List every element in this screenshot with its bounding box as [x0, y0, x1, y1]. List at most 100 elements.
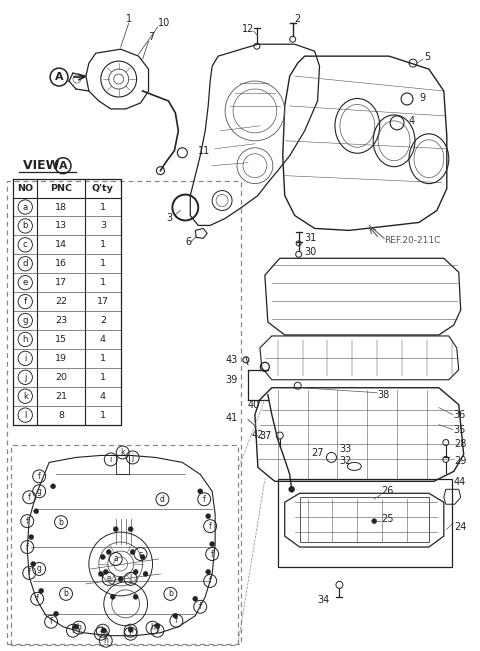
Text: f: f [50, 617, 52, 626]
Circle shape [133, 594, 138, 600]
Bar [300, 497, 429, 542]
Text: h: h [103, 636, 108, 645]
Text: 5: 5 [424, 52, 430, 62]
Text: 33: 33 [339, 445, 352, 454]
Text: 3: 3 [100, 221, 106, 230]
Text: f: f [129, 629, 132, 638]
Text: A: A [55, 72, 63, 82]
Text: 6: 6 [185, 238, 192, 247]
Text: 41: 41 [226, 413, 238, 422]
Circle shape [206, 514, 211, 519]
Text: 13: 13 [55, 221, 67, 230]
Text: 17: 17 [97, 297, 109, 306]
Circle shape [372, 519, 377, 523]
Text: f: f [199, 602, 202, 611]
Text: 43: 43 [226, 355, 238, 365]
Text: d: d [160, 495, 165, 504]
Text: 16: 16 [55, 259, 67, 268]
Circle shape [118, 576, 123, 581]
Text: 34: 34 [317, 595, 329, 605]
Circle shape [133, 570, 138, 574]
Text: 38: 38 [377, 390, 389, 400]
Text: 1: 1 [100, 259, 106, 268]
Text: c: c [139, 549, 143, 559]
Text: f: f [156, 626, 159, 635]
Text: 18: 18 [55, 202, 67, 212]
Text: e: e [23, 278, 28, 287]
Text: 1: 1 [100, 202, 106, 212]
Text: e: e [107, 574, 111, 583]
Text: l: l [24, 411, 26, 420]
Circle shape [29, 534, 34, 540]
Text: 12: 12 [242, 24, 254, 35]
Text: g: g [23, 316, 28, 325]
Circle shape [34, 508, 39, 514]
Text: 14: 14 [55, 240, 67, 249]
Text: b: b [63, 589, 69, 598]
Text: j: j [24, 373, 26, 381]
Text: 32: 32 [339, 456, 352, 466]
Circle shape [193, 596, 198, 602]
Text: 40: 40 [248, 400, 260, 409]
Text: 35: 35 [454, 424, 466, 435]
Circle shape [128, 627, 133, 632]
Text: 1: 1 [126, 14, 132, 24]
Text: 8: 8 [58, 411, 64, 420]
Text: c: c [23, 240, 28, 249]
Text: 37: 37 [259, 430, 272, 441]
Text: d: d [23, 259, 28, 268]
Text: f: f [26, 542, 29, 551]
Circle shape [110, 594, 115, 600]
Bar [278, 479, 452, 567]
Circle shape [128, 527, 133, 532]
Circle shape [140, 555, 145, 559]
Circle shape [106, 549, 111, 555]
Text: g: g [37, 487, 42, 496]
Circle shape [98, 572, 103, 576]
Text: 24: 24 [454, 522, 466, 532]
Text: 10: 10 [157, 18, 170, 28]
Text: VIEW: VIEW [23, 159, 64, 172]
Circle shape [198, 489, 203, 493]
Circle shape [143, 572, 148, 576]
Circle shape [173, 613, 178, 618]
Text: 29: 29 [454, 456, 466, 466]
Text: 21: 21 [55, 392, 67, 401]
Text: PNC: PNC [50, 184, 72, 193]
Text: l: l [130, 574, 132, 583]
Text: NO: NO [17, 184, 33, 193]
Text: k: k [120, 448, 125, 457]
Text: f: f [99, 629, 102, 638]
Text: f: f [28, 568, 31, 577]
Text: 4: 4 [409, 116, 415, 126]
Text: h: h [100, 626, 105, 635]
Text: 22: 22 [55, 297, 67, 306]
Text: i: i [24, 354, 26, 363]
Text: 39: 39 [226, 375, 238, 385]
Text: 1: 1 [100, 373, 106, 381]
Circle shape [73, 624, 78, 630]
Text: 2: 2 [295, 14, 301, 24]
Text: i: i [109, 455, 112, 464]
Text: 19: 19 [55, 354, 67, 363]
Text: h: h [76, 623, 82, 632]
Text: 25: 25 [381, 514, 394, 524]
Text: 1: 1 [100, 354, 106, 363]
Text: Q'ty: Q'ty [92, 184, 114, 193]
Text: 3: 3 [166, 214, 172, 223]
Text: f: f [36, 594, 38, 603]
Text: f: f [28, 493, 31, 502]
Text: 36: 36 [454, 409, 466, 420]
Text: h: h [150, 623, 155, 632]
Text: REF.20-211C: REF.20-211C [384, 236, 441, 245]
Text: f: f [211, 549, 214, 559]
Text: 1: 1 [100, 411, 106, 420]
Circle shape [113, 527, 118, 532]
Circle shape [50, 484, 56, 489]
Circle shape [206, 570, 211, 574]
Circle shape [54, 611, 59, 616]
Text: f: f [26, 517, 29, 525]
Text: 42: 42 [252, 430, 264, 439]
Text: g: g [37, 564, 42, 574]
Text: 7: 7 [148, 33, 155, 42]
